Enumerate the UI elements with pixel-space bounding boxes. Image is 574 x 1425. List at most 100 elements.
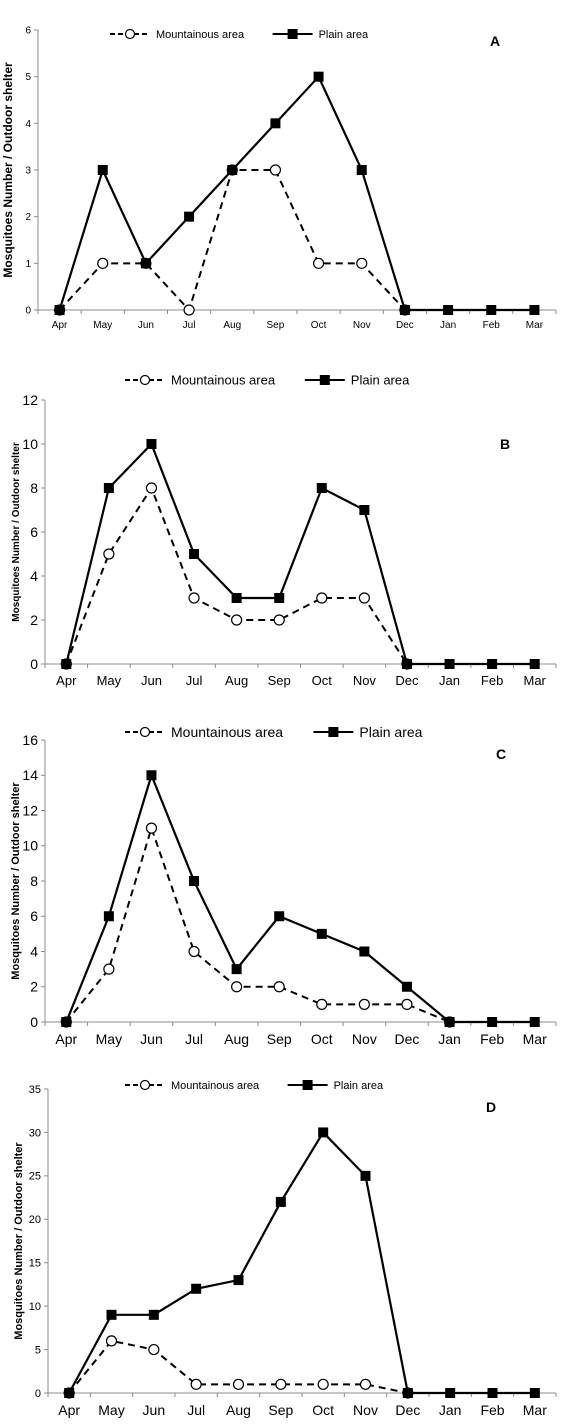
x-tick-label: Apr <box>58 1402 80 1418</box>
point-plain <box>359 946 370 957</box>
y-tick-label: 0 <box>25 306 31 317</box>
point-mountainous <box>105 1335 118 1347</box>
point-mountainous <box>275 1378 287 1390</box>
x-tick-label: Jan <box>439 673 460 688</box>
point-plain <box>146 770 157 781</box>
y-tick-label: 2 <box>30 612 38 628</box>
point-plain <box>231 593 242 603</box>
y-tick-label: 6 <box>25 26 31 37</box>
y-tick-label: 2 <box>25 212 31 223</box>
panel-letter: D <box>486 1099 496 1115</box>
x-tick-label: May <box>98 1402 124 1418</box>
y-tick-label: 16 <box>22 732 38 748</box>
x-tick-label: Jun <box>141 673 162 688</box>
series-line-mountainous <box>65 485 408 665</box>
x-tick-label: Oct <box>312 1402 334 1418</box>
point-plain <box>444 1017 455 1027</box>
legend-marker-square <box>319 375 330 385</box>
x-tick-label: Feb <box>480 1031 504 1047</box>
point-plain <box>529 1017 540 1027</box>
legend-label: Plain area <box>334 1080 384 1092</box>
point-plain <box>148 1309 159 1320</box>
point-plain <box>184 211 195 222</box>
x-tick-label: Nov <box>353 320 371 331</box>
x-tick-label: Jan <box>440 320 456 331</box>
point-mountainous <box>188 592 200 604</box>
point-plain <box>399 305 410 315</box>
y-tick-label: 10 <box>22 436 38 452</box>
x-tick-label: Dec <box>395 1402 420 1418</box>
x-tick-label: Oct <box>312 673 333 688</box>
point-mountainous <box>188 945 200 958</box>
point-mountainous <box>358 592 370 604</box>
legend-marker-square <box>287 29 298 39</box>
point-mountainous <box>317 1378 329 1390</box>
point-plain <box>487 1388 498 1398</box>
point-plain <box>487 659 498 669</box>
y-tick-label: 12 <box>22 392 38 408</box>
point-plain <box>233 1275 244 1286</box>
point-mountainous <box>273 981 285 993</box>
legend-label: Plain area <box>359 724 422 740</box>
x-tick-label: Jan <box>438 1031 461 1047</box>
legend-label: Mountainous area <box>171 373 276 388</box>
point-plain <box>103 483 114 493</box>
point-plain <box>274 593 285 603</box>
chart-svg: 0 5 10 15 20 25 30 35 Apr May Jun Jul Aug Sep Oct Nov De… <box>13 1080 557 1418</box>
series-line-plain <box>65 771 535 1024</box>
point-plain <box>106 1309 117 1320</box>
x-tick-label: Apr <box>52 320 68 331</box>
x-tick-label: Feb <box>481 673 503 688</box>
point-plain <box>97 165 108 175</box>
x-tick-label: Apr <box>55 1031 77 1047</box>
point-plain <box>318 1127 329 1138</box>
point-plain <box>316 483 327 493</box>
point-mountainous <box>356 257 368 269</box>
x-tick-label: Mar <box>523 1031 547 1047</box>
point-plain <box>61 659 72 669</box>
point-plain <box>270 118 281 129</box>
point-plain <box>360 1170 371 1181</box>
point-mountainous <box>316 592 328 604</box>
y-tick-label: 4 <box>30 943 38 959</box>
x-tick-label: Mar <box>524 673 547 688</box>
legend-marker-square <box>302 1080 313 1090</box>
x-tick-label: Jun <box>140 1031 163 1047</box>
x-tick-label: Jan <box>439 1402 462 1418</box>
point-plain <box>529 659 540 669</box>
point-plain <box>64 1388 75 1398</box>
x-tick-label: Jun <box>143 1402 166 1418</box>
legend-marker-circle <box>139 374 151 386</box>
y-tick-label: 1 <box>25 259 31 270</box>
y-tick-label: 14 <box>22 767 38 783</box>
point-mountainous <box>359 1378 372 1390</box>
x-tick-label: Jul <box>185 1031 203 1047</box>
y-axis-title: Mosquitoes Number / Outdoor shelter <box>11 442 22 622</box>
legend-item-plain: Plain area <box>313 724 423 740</box>
point-plain <box>443 305 454 315</box>
point-mountainous <box>183 304 195 316</box>
legend-item-mountainous: Mountainous area <box>125 724 283 740</box>
y-axis-title: Mosquitoes Number / Outdoor shelter <box>1 62 15 278</box>
chart-panel-b: 0 2 4 6 8 10 12 Apr May Jun Jul Aug Sep Oct Nov Dec Jan F… <box>0 355 574 710</box>
point-mountainous <box>145 822 158 834</box>
y-tick-label: 6 <box>30 908 38 924</box>
legend-label: Mountainous area <box>171 724 283 740</box>
point-mountainous <box>269 164 282 176</box>
y-tick-label: 10 <box>29 1301 41 1313</box>
x-tick-label: Aug <box>226 1402 251 1418</box>
y-tick-label: 35 <box>29 1084 41 1096</box>
point-plain <box>401 981 412 992</box>
x-tick-label: Dec <box>396 320 414 331</box>
y-tick-label: 2 <box>30 979 38 995</box>
point-mountainous <box>103 548 115 560</box>
y-tick-label: 5 <box>25 72 31 83</box>
x-tick-label: Nov <box>353 673 377 688</box>
point-mountainous <box>273 614 285 626</box>
point-plain <box>529 1388 540 1398</box>
x-tick-label: Feb <box>480 1402 504 1418</box>
chart-svg: 0 1 2 3 4 5 6 Apr May Jun Jul Aug Sep Oct Nov Dec Jan Feb… <box>1 26 557 331</box>
point-plain <box>189 549 200 559</box>
point-mountainous <box>97 257 109 269</box>
y-tick-label: 0 <box>35 1388 41 1400</box>
